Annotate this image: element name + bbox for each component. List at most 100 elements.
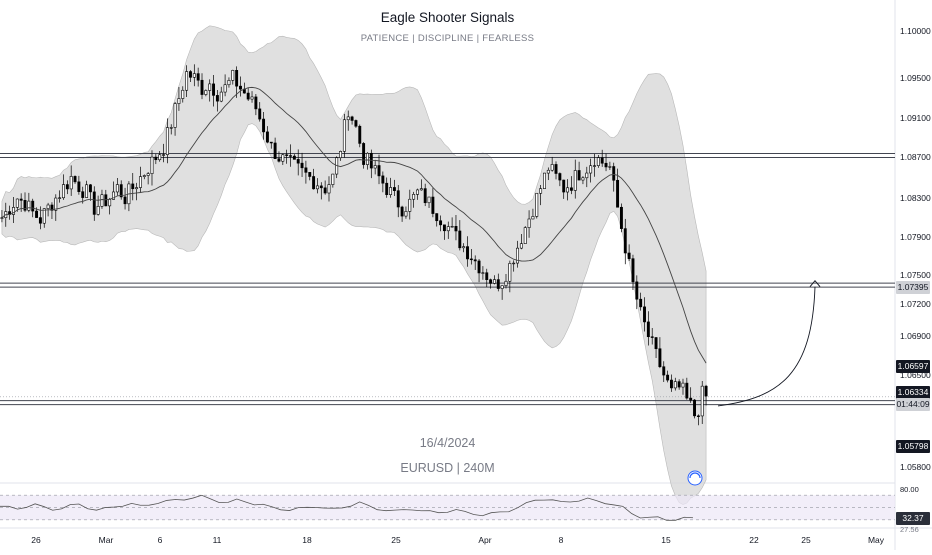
candle <box>400 205 404 222</box>
candle-body <box>285 154 289 156</box>
candle-body <box>23 200 27 211</box>
candle <box>231 69 235 85</box>
candle <box>439 215 443 232</box>
candle <box>239 76 242 97</box>
candle <box>273 137 277 159</box>
candle-body <box>362 143 366 165</box>
candle-body <box>281 154 285 162</box>
candle <box>577 161 581 181</box>
candle <box>281 153 285 165</box>
candle-body <box>200 79 204 95</box>
candle <box>562 179 566 199</box>
time-tick-label: 6 <box>158 535 163 545</box>
candle-body <box>408 198 412 212</box>
candle-body <box>69 176 73 190</box>
price-badge-upper-level: 1.07395 <box>896 281 930 294</box>
candle-body <box>342 119 346 152</box>
candle-body <box>12 207 15 215</box>
candle-body <box>385 182 389 195</box>
candle-body <box>700 385 704 417</box>
candle-body <box>539 188 543 194</box>
candle-body <box>192 73 196 78</box>
candle <box>504 274 508 289</box>
candle <box>496 273 500 292</box>
candle <box>673 377 677 391</box>
candle-body <box>654 337 658 350</box>
candle-body <box>643 306 646 323</box>
candle <box>431 188 435 218</box>
candle-body <box>189 71 192 78</box>
candle <box>65 180 69 195</box>
candle <box>573 159 577 199</box>
time-tick-label: 11 <box>213 535 222 545</box>
candle-body <box>612 166 616 181</box>
candle <box>296 149 300 176</box>
candle <box>358 124 362 148</box>
candle-body <box>400 206 404 217</box>
candle-body <box>358 125 362 144</box>
candle <box>466 236 469 267</box>
candle <box>181 86 185 103</box>
candle <box>258 102 262 122</box>
candle-body <box>596 157 600 166</box>
chart-subtitle: PATIENCE | DISCIPLINE | FEARLESS <box>360 33 535 44</box>
candle <box>658 337 662 369</box>
candle-body <box>269 141 273 144</box>
candle <box>523 226 527 244</box>
candle-body <box>619 206 623 229</box>
candle <box>477 259 481 283</box>
candle <box>404 206 408 219</box>
candle <box>246 87 250 101</box>
candle <box>662 361 666 383</box>
candle-body <box>623 228 627 254</box>
candle <box>158 151 162 162</box>
candle-body <box>277 158 281 162</box>
candle <box>623 218 627 265</box>
projection-curve <box>717 286 816 407</box>
candle <box>350 115 354 125</box>
candle-body <box>135 187 139 190</box>
candle-body <box>458 230 462 249</box>
time-tick-label: 8 <box>559 535 564 545</box>
candle-body <box>589 165 593 174</box>
candle-body <box>354 120 358 127</box>
candle-body <box>566 187 570 193</box>
candle <box>104 189 108 207</box>
candles <box>0 64 708 426</box>
candle-body <box>250 96 254 100</box>
candle <box>558 172 562 187</box>
candle <box>250 91 254 103</box>
candle-body <box>196 73 200 81</box>
candle-body <box>489 279 493 284</box>
candle-body <box>346 116 350 121</box>
candle <box>235 66 239 98</box>
ma-line <box>1 86 707 364</box>
candle <box>115 177 119 196</box>
projection-arrowhead <box>809 279 821 288</box>
candle-body <box>673 381 677 389</box>
candle-body <box>608 166 612 168</box>
candle <box>450 217 454 228</box>
candle <box>131 173 135 201</box>
candle <box>619 203 623 233</box>
candle <box>581 176 585 185</box>
candle-body <box>46 204 50 209</box>
price-badge-lower-band: 1.05798 <box>896 440 930 453</box>
candle-body <box>600 157 604 164</box>
candle-body <box>377 165 381 177</box>
candle-body <box>208 83 212 91</box>
candle <box>442 224 446 240</box>
candle-body <box>573 170 577 191</box>
candle <box>516 240 519 268</box>
candle <box>112 181 115 200</box>
bollinger-band <box>1 25 707 505</box>
candle <box>62 174 65 200</box>
candle-body <box>38 217 42 224</box>
candle <box>319 182 323 200</box>
candle-body <box>165 127 169 155</box>
candle <box>569 176 573 195</box>
candle-body <box>96 205 100 215</box>
candle <box>693 398 696 419</box>
